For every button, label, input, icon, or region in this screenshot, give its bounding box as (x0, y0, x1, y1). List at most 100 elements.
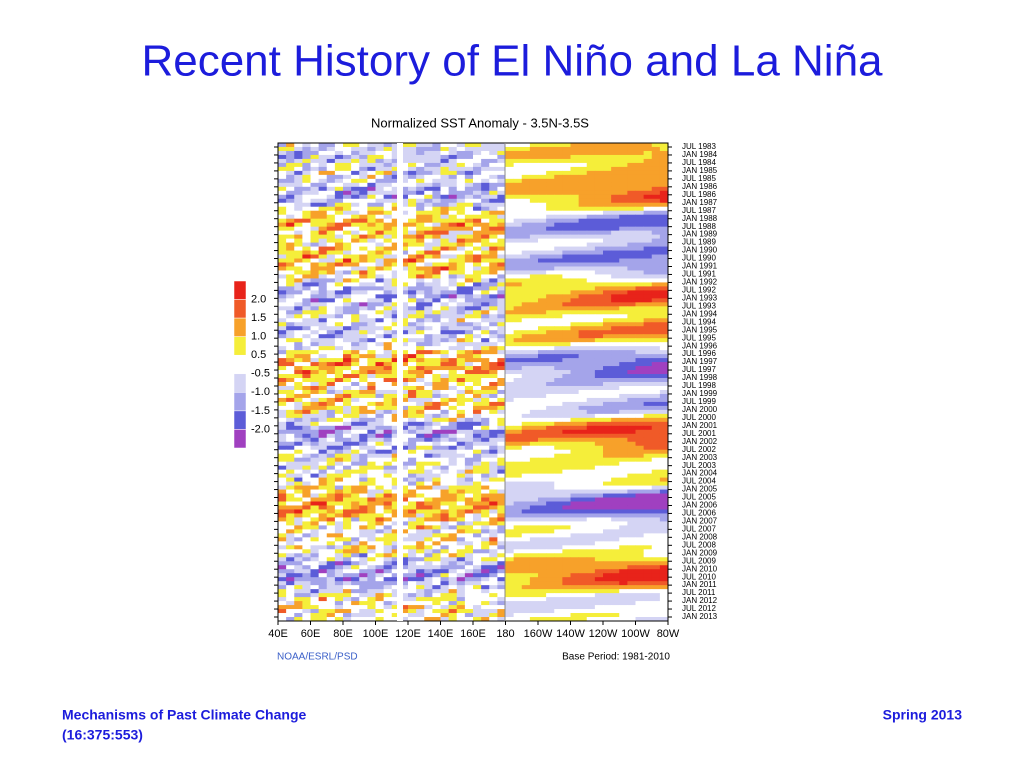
heatmap-cell (408, 469, 417, 475)
heatmap-cell (359, 162, 368, 168)
heatmap-cell (375, 473, 385, 478)
heatmap-cell (489, 274, 498, 279)
heatmap-cell (440, 178, 450, 184)
heatmap-cell (643, 302, 653, 307)
heatmap-cell (497, 413, 506, 419)
heatmap-cell (578, 513, 588, 518)
heatmap-cell (432, 493, 441, 498)
heatmap-cell (473, 262, 482, 267)
heatmap-cell (489, 457, 498, 463)
heatmap-cell (351, 146, 360, 152)
heatmap-cell (651, 202, 661, 208)
heatmap-cell (391, 318, 401, 323)
heatmap-cell (278, 346, 287, 351)
heatmap-cell (367, 354, 376, 359)
heatmap-cell (659, 190, 669, 196)
heatmap-cell (286, 389, 295, 395)
heatmap-cell (538, 370, 547, 375)
heatmap-cell (334, 322, 344, 327)
heatmap-cell (375, 238, 385, 243)
heatmap-cell (570, 154, 580, 160)
heatmap-cell (416, 202, 425, 208)
heatmap-cell (473, 533, 482, 538)
heatmap-cell (529, 389, 539, 395)
heatmap-cell (326, 409, 336, 415)
heatmap-cell (399, 366, 409, 371)
heatmap-cell (619, 210, 628, 216)
heatmap-cell (343, 366, 352, 371)
heatmap-cell (505, 306, 515, 311)
heatmap-cell (659, 250, 669, 255)
heatmap-cell (627, 182, 636, 188)
heatmap-cell (562, 278, 571, 283)
heatmap-cell (351, 453, 360, 459)
heatmap-cell (286, 437, 295, 443)
heatmap-cell (643, 437, 653, 443)
heatmap-cell (286, 501, 295, 506)
heatmap-cell (391, 274, 401, 279)
heatmap-cell (489, 186, 498, 192)
heatmap-cell (440, 501, 450, 506)
heatmap-cell (619, 401, 628, 407)
heatmap-cell (318, 154, 328, 160)
heatmap-cell (603, 417, 612, 423)
heatmap-cell (521, 234, 531, 239)
heatmap-cell (562, 298, 571, 303)
heatmap-cell (489, 322, 498, 327)
heatmap-cell (440, 465, 450, 471)
heatmap-cell (643, 421, 653, 427)
heatmap-cell (294, 441, 303, 447)
heatmap-cell (448, 393, 458, 399)
heatmap-cell (375, 310, 385, 315)
heatmap-cell (481, 421, 490, 427)
heatmap-cell (326, 537, 336, 542)
heatmap-cell (562, 250, 571, 255)
heatmap-cell (635, 545, 645, 550)
heatmap-cell (391, 214, 401, 220)
heatmap-cell (497, 453, 506, 459)
heatmap-cell (399, 254, 409, 259)
heatmap-cell (408, 178, 417, 184)
heatmap-cell (529, 370, 539, 375)
heatmap-cell (497, 170, 506, 176)
heatmap-cell (643, 549, 653, 554)
heatmap-cell (334, 465, 344, 471)
heatmap-cell (578, 310, 588, 315)
heatmap-cell (538, 350, 547, 355)
heatmap-cell (334, 286, 344, 291)
heatmap-cell (440, 525, 450, 530)
heatmap-cell (481, 489, 490, 494)
heatmap-cell (562, 481, 571, 486)
heatmap-cell (635, 194, 645, 200)
heatmap-cell (278, 306, 287, 311)
heatmap-cell (399, 198, 409, 204)
heatmap-cell (497, 166, 506, 172)
heatmap-cell (302, 389, 311, 395)
heatmap-cell (570, 489, 580, 494)
heatmap-cell (351, 266, 360, 271)
heatmap-cell (391, 457, 401, 463)
heatmap-cell (570, 413, 580, 419)
heatmap-cell (318, 521, 328, 526)
heatmap-cell (367, 493, 376, 498)
heatmap-cell (416, 517, 425, 522)
heatmap-cell (578, 545, 588, 550)
heatmap-cell (611, 366, 620, 371)
heatmap-cell (619, 485, 628, 490)
heatmap-cell (635, 501, 645, 506)
heatmap-cell (473, 198, 482, 204)
heatmap-cell (570, 417, 580, 423)
heatmap-cell (416, 306, 425, 311)
heatmap-cell (521, 198, 531, 204)
heatmap-cell (603, 242, 612, 247)
heatmap-cell (464, 214, 474, 220)
heatmap-cell (464, 493, 474, 498)
heatmap-cell (286, 382, 295, 387)
heatmap-cell (464, 234, 474, 239)
heatmap-cell (367, 485, 376, 490)
heatmap-cell (359, 429, 368, 435)
heatmap-cell (359, 150, 368, 156)
heatmap-cell (635, 441, 645, 447)
heatmap-cell (578, 469, 588, 475)
heatmap-cell (481, 198, 490, 204)
